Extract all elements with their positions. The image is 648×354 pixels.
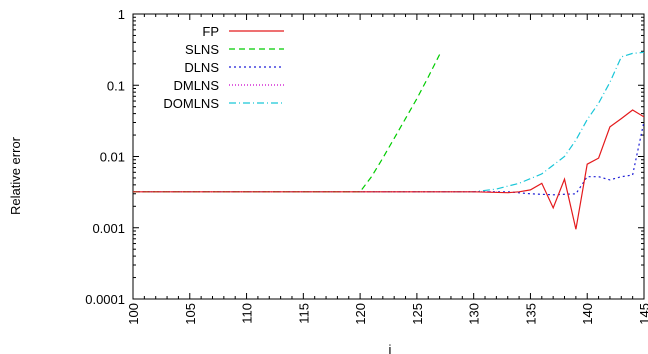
legend-label-fp: FP <box>202 24 219 39</box>
plot-area: 100 105 110 115 120 125 130 135 140 145 0.0001 0.00… <box>85 7 648 325</box>
x-tick-label: 105 <box>183 303 198 325</box>
x-tick-label: 145 <box>637 303 648 325</box>
x-tick-label: 130 <box>467 303 482 325</box>
legend-label-dlns: DLNS <box>184 60 219 75</box>
x-tick-label: 140 <box>580 303 595 325</box>
x-tick-label: 115 <box>296 303 311 324</box>
x-axis-label: i <box>389 342 392 354</box>
x-tick-label: 110 <box>240 303 255 324</box>
y-tick-label: 0.0001 <box>85 292 125 307</box>
x-tick-label: 135 <box>523 303 538 325</box>
series-line-slns <box>133 54 441 193</box>
x-tick-label: 120 <box>353 303 368 325</box>
y-axis-label: Relative error <box>8 136 23 215</box>
legend-label-dmlns: DMLNS <box>173 78 219 93</box>
legend-label-slns: SLNS <box>185 42 219 57</box>
y-tick-label: 0.001 <box>92 221 125 236</box>
y-tick-label: 0.01 <box>100 150 125 165</box>
y-tick-label: 1 <box>118 7 125 22</box>
series-line-fp <box>133 109 644 230</box>
x-tick-label: 100 <box>126 303 141 325</box>
y-tick-label: 0.1 <box>107 78 125 93</box>
series-line-dlns <box>133 121 644 196</box>
legend-label-domlns: DOMLNS <box>163 96 219 111</box>
x-tick-label: 125 <box>410 303 425 325</box>
